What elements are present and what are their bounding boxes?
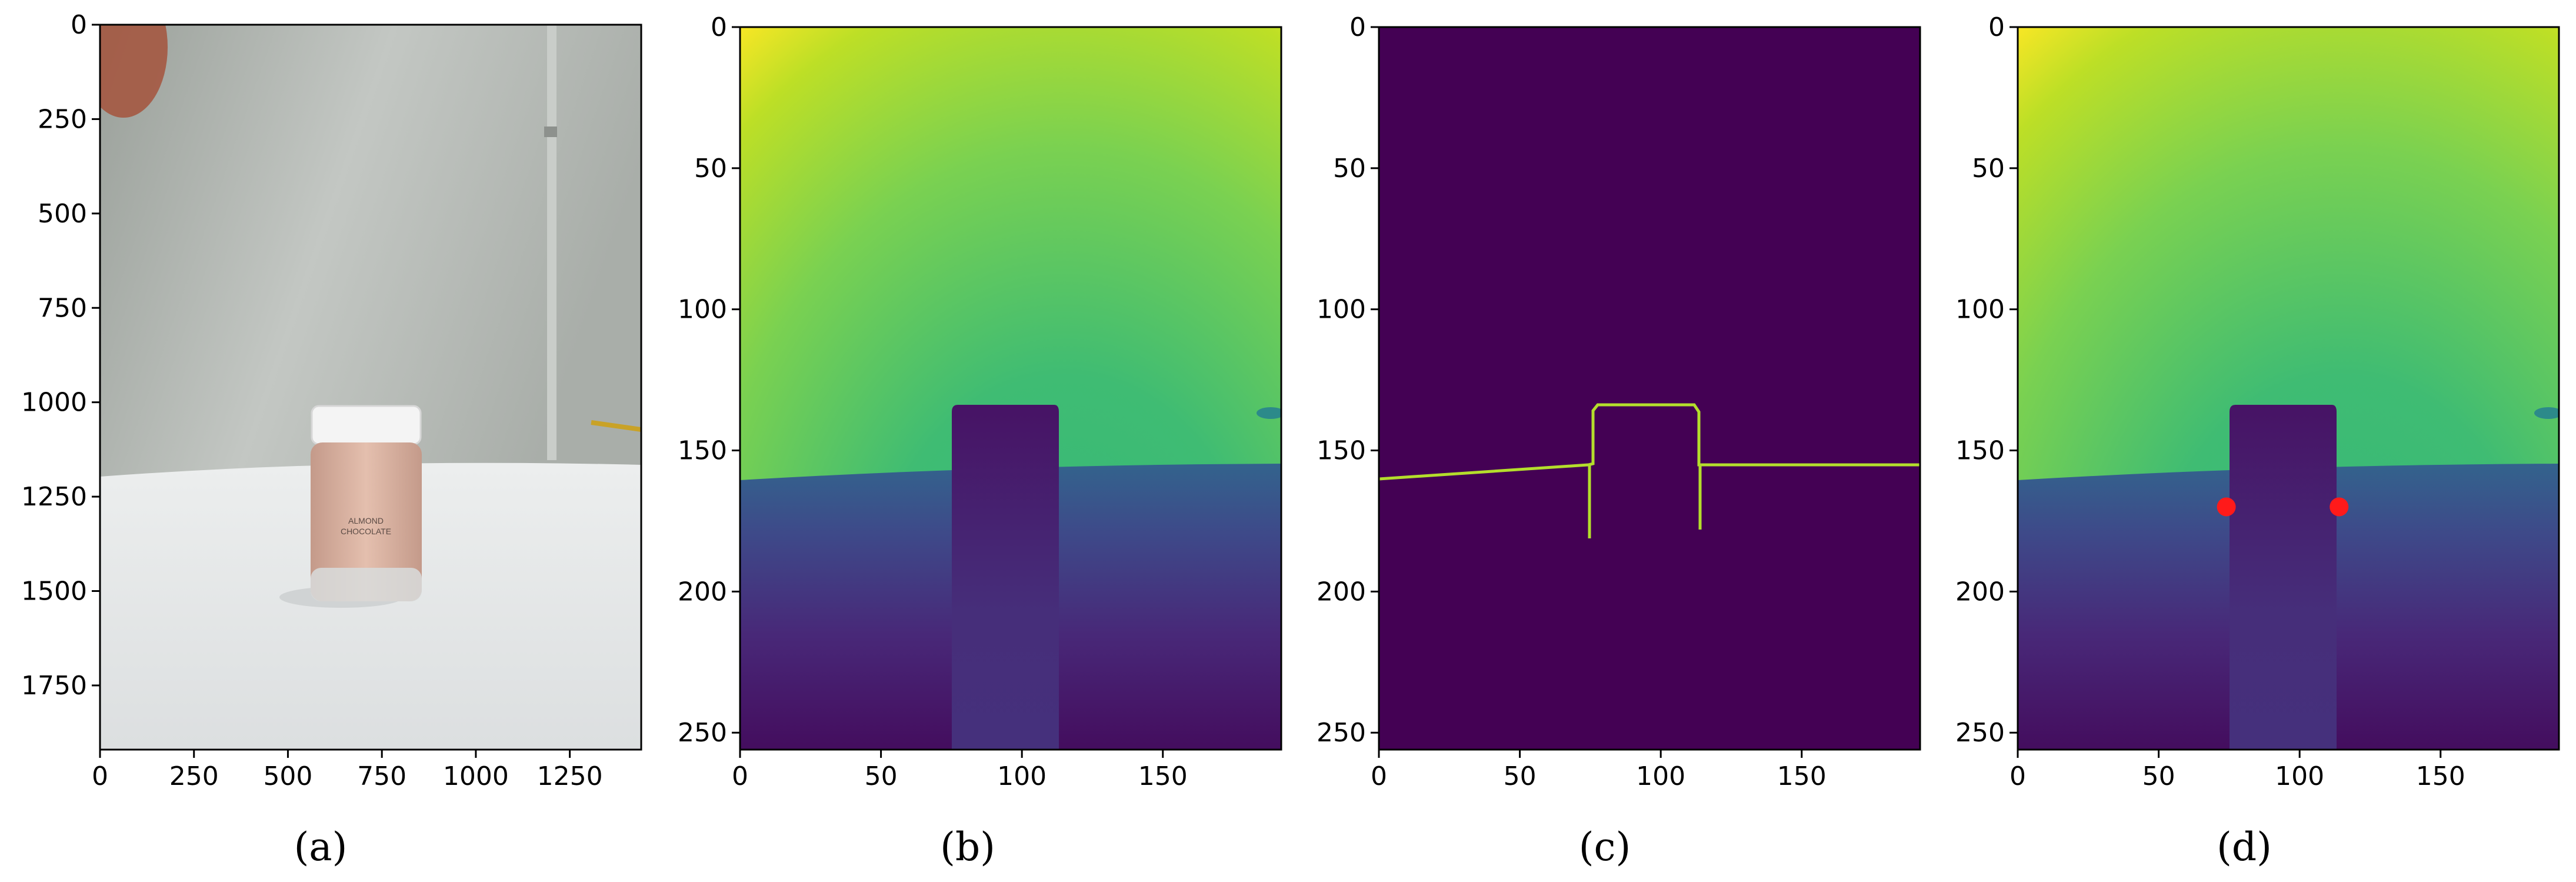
panel-b-depth-map: 0 50 100 150 0 50 100 150 200 250	[678, 12, 1282, 791]
y-tick-label: 100	[1955, 295, 2005, 325]
x-tick-label: 0	[2010, 761, 2026, 791]
photo-image: ALMOND CHOCOLATE	[100, 25, 641, 750]
x-tick-label: 50	[2142, 761, 2175, 791]
panel-d-frame	[2017, 26, 2560, 751]
caption-d: (d)	[2217, 824, 2272, 870]
x-tick-label: 150	[1777, 761, 1827, 791]
y-tick-label: 0	[71, 10, 87, 40]
y-tick-label: 250	[678, 718, 727, 748]
y-tick-label: 0	[1988, 12, 2005, 42]
y-tick-label: 150	[1955, 436, 2005, 466]
panel-a-axes: 0 250 500 750 1000 1250 0 250 500 750 1000 1250 1500…	[21, 10, 603, 791]
y-tick-label: 750	[38, 293, 87, 323]
x-tick-label: 150	[2416, 761, 2465, 791]
x-tick-label: 50	[1504, 761, 1537, 791]
x-tick-label: 100	[997, 761, 1047, 791]
x-tick-label: 0	[732, 761, 748, 791]
x-tick-label: 500	[263, 761, 312, 791]
y-tick-label: 1500	[21, 577, 87, 607]
x-tick-label: 50	[865, 761, 898, 791]
panel-a-frame	[99, 24, 642, 751]
caption-b: (b)	[940, 824, 995, 870]
edge-line	[1378, 403, 1920, 481]
y-tick-label: 250	[38, 104, 87, 134]
panel-d-points	[2217, 497, 2349, 517]
caption-a: (a)	[294, 824, 348, 870]
x-tick-label: 1000	[443, 761, 509, 791]
y-tick-label: 50	[1333, 154, 1366, 184]
panel-a-photo: ALMOND CHOCOLATE 0 250 500 750 1000 1250 0 250 5…	[21, 10, 642, 791]
y-tick-label: 1750	[21, 671, 87, 701]
y-tick-label: 0	[711, 12, 727, 42]
y-tick-label: 250	[1317, 718, 1366, 748]
x-tick-label: 1250	[537, 761, 603, 791]
panel-d-depth-map-points: 0 50 100 150 0 50 100 150 200 250	[1955, 12, 2560, 791]
x-tick-label: 100	[2275, 761, 2324, 791]
y-tick-label: 100	[1317, 295, 1366, 325]
jar-label-line-1: ALMOND	[348, 516, 384, 525]
edge-background	[1379, 27, 1920, 750]
depth-image	[740, 27, 1281, 750]
y-tick-label: 200	[1317, 577, 1366, 607]
y-tick-label: 1000	[21, 388, 87, 418]
x-tick-label: 250	[169, 761, 219, 791]
y-tick-label: 100	[678, 295, 727, 325]
panel-c-axes: 0 50 100 150 0 50 100 150 200 250	[1317, 12, 1827, 791]
keypoint-marker	[2217, 497, 2236, 517]
panel-c-frame	[1378, 26, 1921, 751]
x-tick-label: 100	[1636, 761, 1685, 791]
panel-b-axes: 0 50 100 150 0 50 100 150 200 250	[678, 12, 1188, 791]
depth-image	[2018, 27, 2559, 750]
x-tick-label: 150	[1138, 761, 1188, 791]
x-tick-label: 0	[1371, 761, 1387, 791]
caption-c: (c)	[1579, 824, 1631, 870]
panel-c-edge-map: 0 50 100 150 0 50 100 150 200 250	[1317, 12, 1921, 791]
x-tick-label: 0	[92, 761, 108, 791]
y-tick-label: 150	[1317, 436, 1366, 466]
y-tick-label: 200	[678, 577, 727, 607]
keypoint-marker	[2330, 497, 2349, 517]
y-tick-label: 500	[38, 199, 87, 229]
panel-d-axes: 0 50 100 150 0 50 100 150 200 250	[1955, 12, 2465, 791]
y-tick-label: 50	[1972, 154, 2005, 184]
y-tick-label: 150	[678, 436, 727, 466]
y-tick-label: 50	[694, 154, 727, 184]
y-tick-label: 200	[1955, 577, 2005, 607]
y-tick-label: 0	[1349, 12, 1366, 42]
y-tick-label: 250	[1955, 718, 2005, 748]
x-tick-label: 750	[357, 761, 406, 791]
jar-label-line-2: CHOCOLATE	[341, 527, 391, 536]
y-tick-label: 1250	[21, 482, 87, 512]
panel-b-frame	[739, 26, 1282, 751]
